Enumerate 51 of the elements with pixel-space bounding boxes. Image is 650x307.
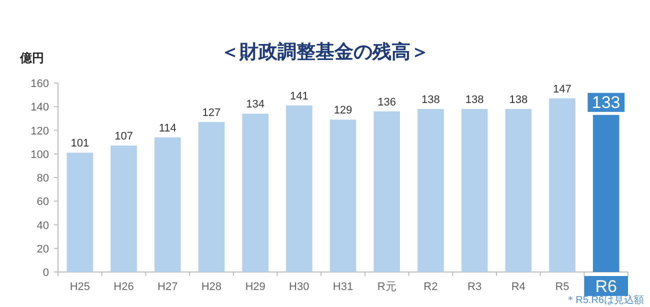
data-label: 136 <box>378 96 396 108</box>
bar <box>154 137 181 272</box>
chart-title: ＜財政調整基金の残高＞ <box>220 41 430 63</box>
x-tick-label: R2 <box>424 281 438 293</box>
y-tick-label: 120 <box>30 125 49 138</box>
bar <box>592 114 620 272</box>
data-label: 138 <box>465 94 484 106</box>
y-tick-label: 20 <box>36 243 49 256</box>
data-label: 134 <box>246 98 264 111</box>
x-tick-label: H27 <box>158 281 178 293</box>
y-tick-label: 60 <box>36 196 49 208</box>
x-tick-label: H25 <box>70 281 90 293</box>
x-tick-label: R3 <box>468 281 482 293</box>
x-tick-label: R元 <box>377 281 396 293</box>
data-label: 129 <box>334 104 352 117</box>
bar <box>330 120 356 272</box>
x-tick-label: H31 <box>332 281 354 293</box>
data-label: 107 <box>114 130 133 143</box>
y-tick-label: 140 <box>30 102 49 114</box>
data-label: 138 <box>509 94 528 106</box>
data-label: 133 <box>592 92 620 112</box>
data-label: 114 <box>158 122 176 134</box>
y-tick-label: 40 <box>36 220 49 232</box>
y-axis-title: 億円 <box>19 51 44 65</box>
data-label: 127 <box>202 106 221 119</box>
data-label: 141 <box>290 90 308 102</box>
x-tick-label: H28 <box>201 281 222 293</box>
bar <box>505 108 532 272</box>
y-tick-label: 160 <box>30 78 49 90</box>
x-tick-label: H30 <box>289 281 310 293</box>
text: ＊R5.R6は見込額 <box>566 294 644 306</box>
x-tick-label: R6 <box>595 277 617 296</box>
x-tick-label: H26 <box>114 281 134 293</box>
x-tick-label: R5 <box>555 281 570 293</box>
y-tick-label: 100 <box>30 148 49 161</box>
data-label: 101 <box>70 138 90 150</box>
bar <box>198 122 225 272</box>
bar <box>461 108 488 272</box>
bar <box>286 105 312 272</box>
data-label: 147 <box>553 83 572 96</box>
bar <box>374 111 400 272</box>
bar <box>66 152 94 272</box>
y-tick-label: 80 <box>36 172 49 184</box>
bar <box>549 98 576 272</box>
bar <box>242 114 268 272</box>
bar <box>110 146 137 272</box>
data-label: 138 <box>422 94 440 106</box>
y-tick-label: 0 <box>42 267 49 279</box>
x-tick-label: H29 <box>245 281 266 293</box>
x-tick-label: R4 <box>511 281 526 293</box>
bar <box>418 108 444 272</box>
